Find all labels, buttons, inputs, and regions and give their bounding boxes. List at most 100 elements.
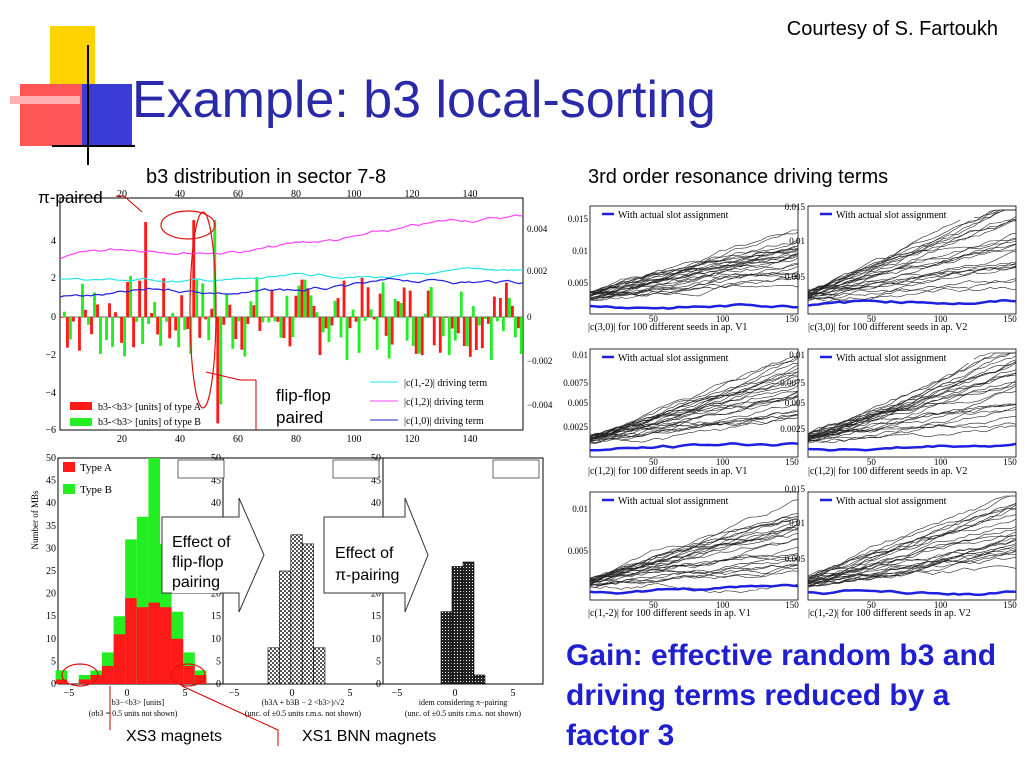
hist1-type-a-bar — [194, 675, 207, 684]
hist3-xlabel: idem considering π−pairing — [419, 698, 508, 707]
right-tick: 0 — [527, 312, 532, 322]
driving-term-3: |c(1,0)| driving term — [404, 416, 484, 427]
bar-type-b — [153, 301, 157, 317]
actual-slot-curve — [590, 441, 799, 452]
seed-curve — [807, 404, 1017, 438]
hist1-type-b-bar — [55, 670, 68, 684]
hist-ytick: 15 — [371, 611, 381, 622]
seed-curve — [589, 404, 799, 445]
seed-curve — [589, 276, 799, 299]
bar-type-b — [123, 317, 126, 357]
seed-curve — [807, 209, 1016, 292]
seed-curve — [807, 508, 1017, 579]
bar-type-a — [186, 317, 190, 329]
hist1-xtick: −5 — [64, 688, 75, 699]
xs1-tail-ellipse — [170, 663, 206, 687]
left-tick: 0 — [51, 312, 56, 323]
bar-type-b — [417, 317, 421, 354]
top-tick: 120 — [405, 189, 420, 200]
hist2-bar — [290, 534, 303, 685]
seed-curve — [807, 262, 1017, 302]
hist2-xtick: 5 — [348, 688, 353, 699]
bar-type-a — [390, 317, 394, 345]
seed-curve — [807, 383, 1017, 434]
seed-curve — [807, 380, 1017, 440]
hist2-xtick: −5 — [229, 688, 240, 699]
panel-xtick: 50 — [649, 314, 659, 324]
bar-type-a — [216, 317, 220, 424]
seed-curve — [589, 513, 799, 580]
paired-label: paired — [276, 408, 324, 427]
bar-type-b — [471, 306, 475, 317]
bar-type-a — [456, 317, 460, 334]
right-tick: 0.002 — [527, 266, 547, 276]
bar-type-a — [144, 222, 148, 317]
bar-type-b — [387, 317, 391, 359]
left-tick: −2 — [45, 350, 56, 361]
seed-curve — [589, 567, 799, 581]
bar-type-b — [291, 317, 295, 338]
bar-type-b — [261, 317, 265, 323]
seed-curve — [807, 538, 1017, 584]
seed-curve — [589, 382, 799, 440]
hist3-xtick: −5 — [392, 688, 403, 699]
hist-ytick: 25 — [46, 566, 56, 577]
panel-xtick: 150 — [785, 314, 799, 324]
p4-ytick: 0.005 — [785, 398, 806, 408]
legend-box — [598, 494, 756, 506]
bar-type-a — [474, 317, 478, 351]
seed-curve — [589, 284, 799, 301]
hist2-bar — [301, 543, 314, 685]
bar-type-b — [195, 279, 199, 317]
hist-ytick: 15 — [46, 611, 56, 622]
bar-type-b — [369, 309, 373, 317]
seed-curve — [807, 352, 1016, 437]
seed-curve — [807, 504, 1017, 577]
bar-type-b — [171, 312, 175, 317]
panel-frame — [589, 491, 799, 601]
hist2-xtick: 0 — [290, 688, 295, 699]
seed-curve — [589, 417, 799, 443]
seed-curve — [589, 262, 799, 295]
bar-type-b — [363, 317, 367, 321]
hist1-type-a-bar — [160, 607, 172, 684]
legend-box — [816, 351, 974, 363]
bottom-tick: 80 — [291, 434, 301, 445]
bar-type-a — [480, 317, 484, 349]
bar-type-b — [393, 298, 397, 317]
pi-paired-ellipse — [160, 210, 216, 240]
bar-type-b — [159, 317, 163, 346]
bar-type-b — [201, 283, 205, 317]
hist-ytick: 20 — [211, 589, 221, 600]
bar-type-b — [507, 298, 511, 317]
bar-type-a — [228, 304, 232, 317]
actual-slot-curve — [589, 583, 799, 595]
type-a-label: Type A — [80, 462, 112, 474]
seed-curve — [807, 209, 1016, 295]
bar-type-b — [483, 317, 487, 319]
hist2-bar — [313, 647, 326, 685]
bar-type-b — [69, 317, 72, 340]
bar-type-b — [453, 317, 457, 341]
p1-ytick: 0.015 — [568, 214, 589, 224]
left-tick: −6 — [45, 425, 56, 436]
hist1-type-a-bar — [55, 679, 68, 684]
seed-curve — [589, 523, 799, 585]
bar-type-b — [495, 317, 499, 322]
bar-type-b — [405, 317, 409, 341]
p3-ytick: 0.0025 — [563, 422, 588, 432]
bar-type-b — [81, 283, 84, 317]
seed-curve — [807, 495, 1016, 579]
p1-ytick: 0.005 — [568, 278, 589, 288]
hist-ytick: 20 — [371, 589, 381, 600]
xs3-tail-ellipse — [61, 663, 99, 687]
panel-c1m2-v1: With actual slot assignment 50 100 150 — [589, 491, 799, 610]
seed-curve — [807, 233, 1017, 294]
seed-curve — [589, 257, 799, 301]
hist-ytick: 40 — [211, 498, 221, 509]
actual-slot-curve — [589, 302, 798, 310]
legend-text: With actual slot assignment — [836, 496, 947, 507]
hist1-type-b-bar — [136, 516, 149, 684]
bar-type-a — [450, 317, 454, 329]
hist-ytick: 20 — [46, 589, 56, 600]
